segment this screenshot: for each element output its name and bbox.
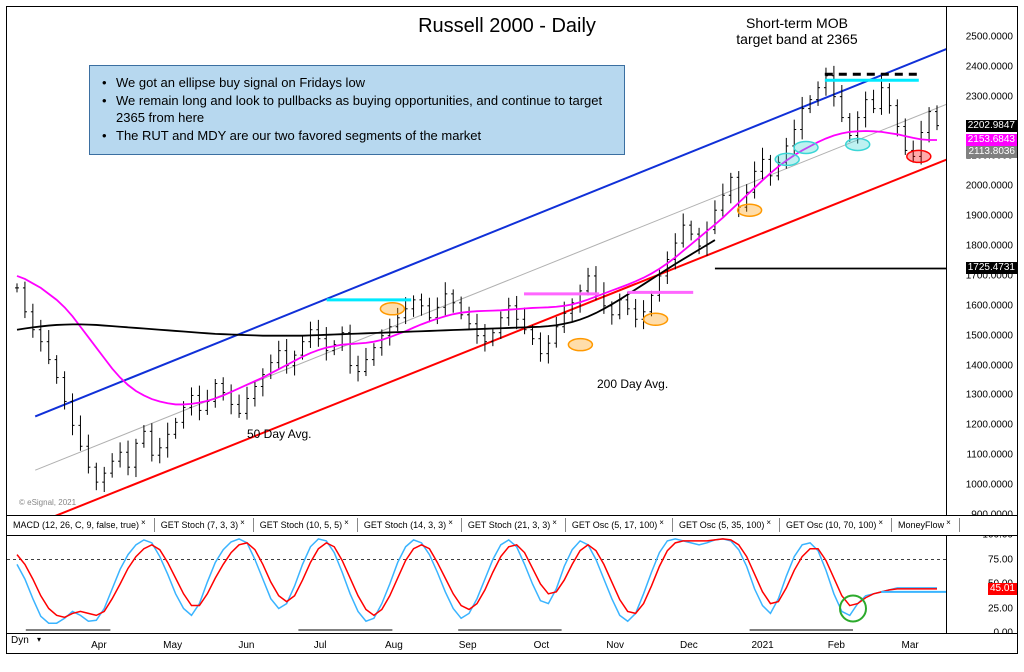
close-icon[interactable]: × bbox=[878, 518, 883, 527]
price-y-axis: 2500.00002400.00002300.00002200.00002100… bbox=[946, 7, 1017, 515]
x-tick: Mar bbox=[902, 640, 919, 651]
indicator-tab[interactable]: GET Stoch (10, 5, 5)× bbox=[254, 518, 358, 532]
x-tick: Apr bbox=[91, 640, 107, 651]
indicator-tab[interactable]: GET Stoch (7, 3, 3)× bbox=[155, 518, 254, 532]
x-tick: Sep bbox=[459, 640, 477, 651]
y-tick: 2300.0000 bbox=[966, 91, 1013, 102]
indicator-tab[interactable]: GET Stoch (21, 3, 3)× bbox=[462, 518, 566, 532]
close-icon[interactable]: × bbox=[659, 518, 664, 527]
commentary-box: •We got an ellipse buy signal on Fridays… bbox=[89, 65, 625, 155]
oscillator-y-axis: 100.0075.0050.0025.000.0045.01 bbox=[946, 535, 1017, 633]
oscillator-svg bbox=[7, 535, 947, 633]
y-tick: 2400.0000 bbox=[966, 61, 1013, 72]
y-tick: 1200.0000 bbox=[966, 420, 1013, 431]
price-tag: 2153.6843 bbox=[966, 134, 1017, 146]
x-tick: 2021 bbox=[752, 640, 774, 651]
indicator-tab-strip: MACD (12, 26, C, 9, false, true)×GET Sto… bbox=[7, 515, 1017, 536]
close-icon[interactable]: × bbox=[344, 518, 349, 527]
close-icon[interactable]: × bbox=[141, 518, 146, 527]
price-tag: 2202.9847 bbox=[966, 120, 1017, 132]
osc-y-tick: 25.00 bbox=[988, 603, 1013, 614]
indicator-tab[interactable]: GET Stoch (14, 3, 3)× bbox=[358, 518, 462, 532]
indicator-tab[interactable]: GET Osc (5, 17, 100)× bbox=[566, 518, 673, 532]
bullet-3: The RUT and MDY are our two favored segm… bbox=[116, 127, 481, 145]
y-tick: 1800.0000 bbox=[966, 241, 1013, 252]
indicator-tab[interactable]: GET Osc (10, 70, 100)× bbox=[780, 518, 892, 532]
y-tick: 1100.0000 bbox=[966, 450, 1013, 461]
ma50-label: 50 Day Avg. bbox=[247, 427, 312, 441]
x-tick: Jul bbox=[314, 640, 327, 651]
indicator-tab[interactable]: MoneyFlow× bbox=[892, 518, 960, 532]
mob-label: Short-term MOB target band at 2365 bbox=[687, 15, 907, 47]
close-icon[interactable]: × bbox=[552, 518, 557, 527]
osc-y-tick: 100.00 bbox=[982, 535, 1013, 541]
close-icon[interactable]: × bbox=[240, 518, 245, 527]
x-tick: May bbox=[163, 640, 182, 651]
y-tick: 1400.0000 bbox=[966, 360, 1013, 371]
y-tick: 1900.0000 bbox=[966, 211, 1013, 222]
indicator-tab[interactable]: MACD (12, 26, C, 9, false, true)× bbox=[7, 518, 155, 532]
mob-label-line2: target band at 2365 bbox=[736, 31, 857, 47]
price-tag: 2113.8036 bbox=[966, 146, 1017, 158]
close-icon[interactable]: × bbox=[766, 518, 771, 527]
indicator-tab[interactable]: GET Osc (5, 35, 100)× bbox=[673, 518, 780, 532]
watermark: © eSignal, 2021 bbox=[19, 498, 76, 507]
close-icon[interactable]: × bbox=[946, 518, 951, 527]
chart-container: Russell 2000 - Daily Short-term MOB targ… bbox=[6, 6, 1018, 654]
bullet-1: We got an ellipse buy signal on Fridays … bbox=[116, 74, 365, 92]
y-tick: 2500.0000 bbox=[966, 31, 1013, 42]
dropdown-icon[interactable]: ▾ bbox=[37, 635, 41, 644]
time-axis: Dyn ▾ Apr May Jun Jul Aug Sep Oct Nov Dec 2021 Feb… bbox=[7, 633, 1017, 653]
oscillator-panel: 100.0075.0050.0025.000.0045.01 bbox=[7, 535, 1017, 634]
x-tick: Jun bbox=[238, 640, 254, 651]
y-tick: 1300.0000 bbox=[966, 390, 1013, 401]
mob-label-line1: Short-term MOB bbox=[746, 15, 848, 31]
x-tick: Dec bbox=[680, 640, 698, 651]
x-tick: Nov bbox=[606, 640, 624, 651]
price-tag: 1725.4731 bbox=[966, 262, 1017, 274]
close-icon[interactable]: × bbox=[448, 518, 453, 527]
bullet-2: We remain long and look to pullbacks as … bbox=[116, 92, 612, 127]
osc-y-tick: 75.00 bbox=[988, 554, 1013, 565]
x-tick: Oct bbox=[534, 640, 550, 651]
y-tick: 1000.0000 bbox=[966, 480, 1013, 491]
ma200-label: 200 Day Avg. bbox=[597, 377, 668, 391]
chart-title: Russell 2000 - Daily bbox=[307, 15, 707, 38]
y-tick: 1500.0000 bbox=[966, 330, 1013, 341]
y-tick: 2000.0000 bbox=[966, 181, 1013, 192]
y-tick: 1600.0000 bbox=[966, 300, 1013, 311]
x-tick: Aug bbox=[385, 640, 403, 651]
main-price-panel: Russell 2000 - Daily Short-term MOB targ… bbox=[7, 7, 1017, 516]
x-tick: Feb bbox=[828, 640, 845, 651]
dyn-label: Dyn bbox=[11, 635, 29, 646]
osc-current-tag: 45.01 bbox=[988, 583, 1017, 595]
